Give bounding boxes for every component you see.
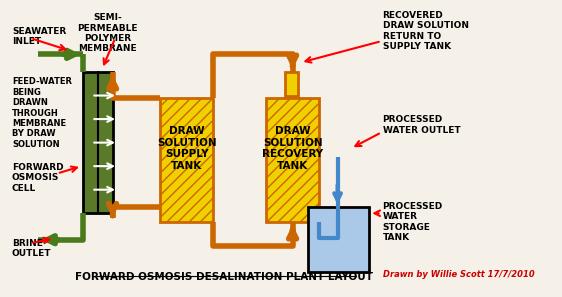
FancyBboxPatch shape [284, 72, 298, 96]
Text: SEAWATER
INLET: SEAWATER INLET [12, 27, 66, 46]
FancyBboxPatch shape [266, 99, 319, 222]
FancyBboxPatch shape [160, 99, 213, 222]
Text: FORWARD
OSMOSIS
CELL: FORWARD OSMOSIS CELL [12, 163, 64, 193]
Text: PROCESSED
WATER
STORAGE
TANK: PROCESSED WATER STORAGE TANK [383, 202, 443, 242]
Text: FEED-WATER
BEING
DRAWN
THROUGH
MEMBRANE
BY DRAW
SOLUTION: FEED-WATER BEING DRAWN THROUGH MEMBRANE … [12, 78, 72, 149]
Text: BRINE
OUTLET: BRINE OUTLET [12, 239, 52, 258]
Text: PROCESSED
WATER OUTLET: PROCESSED WATER OUTLET [383, 115, 460, 135]
FancyBboxPatch shape [309, 207, 369, 272]
Text: DRAW
SOLUTION
SUPPLY
TANK: DRAW SOLUTION SUPPLY TANK [157, 126, 216, 171]
Text: RECOVERED
DRAW SOLUTION
RETURN TO
SUPPLY TANK: RECOVERED DRAW SOLUTION RETURN TO SUPPLY… [383, 11, 469, 51]
FancyBboxPatch shape [83, 72, 112, 213]
Text: DRAW
SOLUTION
RECOVERY
TANK: DRAW SOLUTION RECOVERY TANK [262, 126, 323, 171]
Text: FORWARD OSMOSIS DESALINATION PLANT LAYOUT: FORWARD OSMOSIS DESALINATION PLANT LAYOU… [75, 272, 373, 282]
Text: Drawn by Willie Scott 17/7/2010: Drawn by Willie Scott 17/7/2010 [383, 271, 534, 279]
Text: SEMI-
PERMEABLE
POLYMER
MEMBRANE: SEMI- PERMEABLE POLYMER MEMBRANE [77, 13, 138, 53]
